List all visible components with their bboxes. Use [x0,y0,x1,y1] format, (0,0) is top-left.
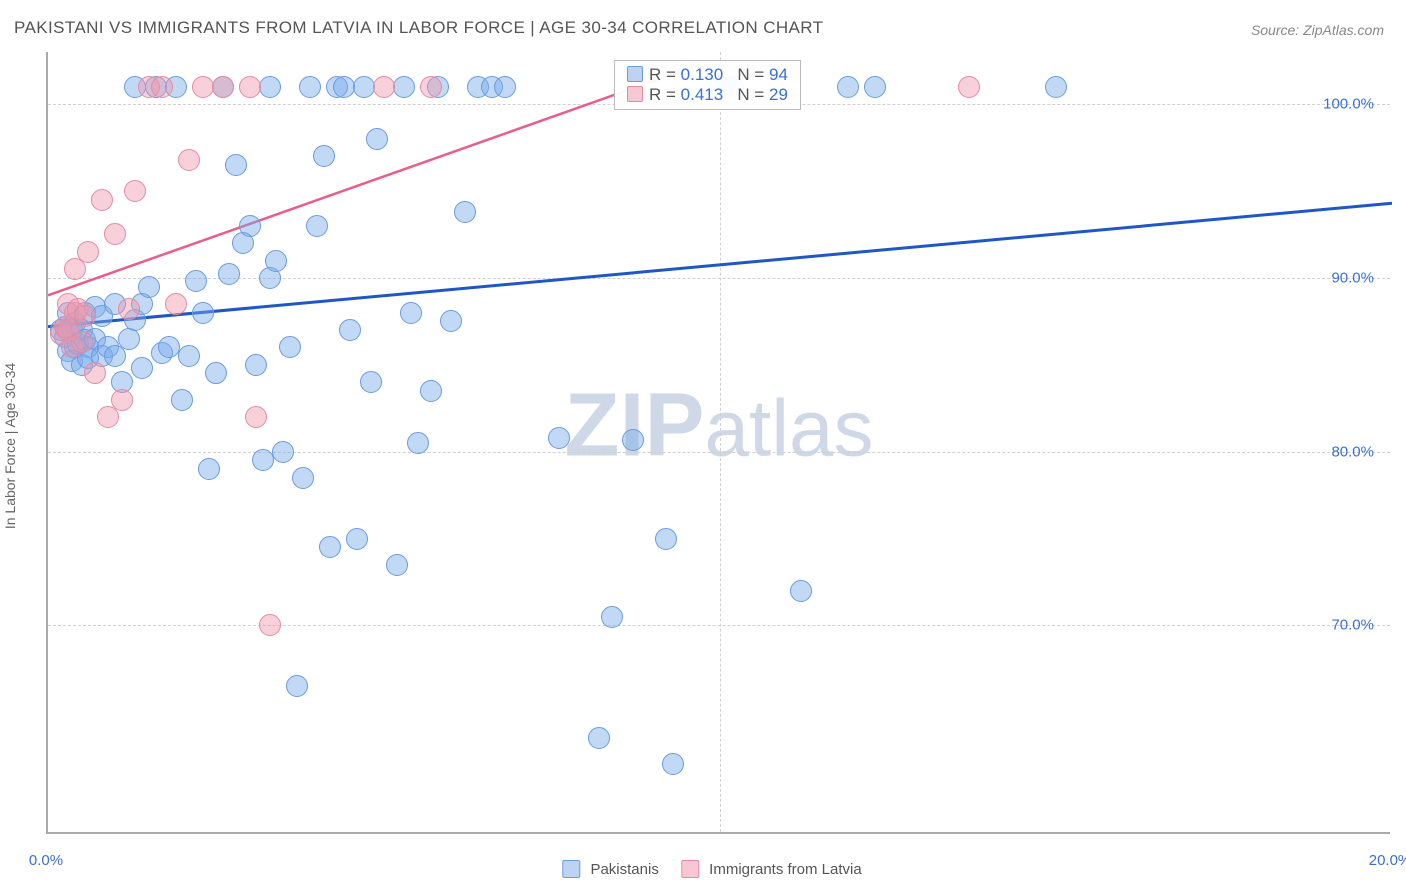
data-point [118,298,140,320]
data-point [313,145,335,167]
data-point [118,328,140,350]
data-point [339,319,361,341]
data-point [420,380,442,402]
watermark: ZIPatlas [565,375,874,478]
data-point [178,149,200,171]
data-point [151,76,173,98]
data-point [239,76,261,98]
data-point [245,354,267,376]
data-point [104,223,126,245]
data-point [662,753,684,775]
correlation-row: R = 0.130 N = 94 [627,65,788,85]
gridline-h [48,625,1390,626]
correlation-row: R = 0.413 N = 29 [627,85,788,105]
data-point [286,675,308,697]
gridline-h [48,278,1390,279]
data-point [790,580,812,602]
data-point [655,528,677,550]
data-point [601,606,623,628]
x-tick-label: 0.0% [29,852,63,869]
data-point [306,215,328,237]
data-point [131,357,153,379]
scatter-chart: ZIPatlas 70.0% 80.0% 90.0% 100.0% R = 0.130 … [46,52,1390,834]
data-point [185,270,207,292]
data-point [165,293,187,315]
data-point [548,427,570,449]
data-point [837,76,859,98]
data-point [138,276,160,298]
data-point [440,310,462,332]
data-point [205,362,227,384]
x-tick-label: 20.0% [1369,852,1406,869]
data-point [71,331,93,353]
source-attribution: Source: ZipAtlas.com [1251,22,1384,38]
data-point [400,302,422,324]
data-point [588,727,610,749]
data-point [346,528,368,550]
data-point [178,345,200,367]
data-point [259,76,281,98]
y-tick-label: 80.0% [1331,443,1374,460]
data-point [279,336,301,358]
y-axis-label: In Labor Force | Age 30-34 [2,363,18,529]
data-point [74,305,96,327]
data-point [111,389,133,411]
legend: Pakistanis Immigrants from Latvia [544,860,861,878]
data-point [360,371,382,393]
data-point [622,429,644,451]
data-point [353,76,375,98]
data-point [1045,76,1067,98]
data-point [299,76,321,98]
data-point [265,250,287,272]
data-point [373,76,395,98]
data-point [958,76,980,98]
data-point [225,154,247,176]
data-point [171,389,193,411]
data-point [259,614,281,636]
data-point [245,406,267,428]
data-point [91,189,113,211]
data-point [864,76,886,98]
data-point [77,241,99,263]
data-point [333,76,355,98]
data-point [198,458,220,480]
gridline-v [720,52,721,832]
data-point [84,362,106,384]
data-point [292,467,314,489]
chart-title: PAKISTANI VS IMMIGRANTS FROM LATVIA IN L… [14,18,823,38]
data-point [192,76,214,98]
data-point [272,441,294,463]
data-point [366,128,388,150]
y-tick-label: 70.0% [1331,617,1374,634]
legend-swatch-pakistanis [562,860,580,878]
data-point [454,201,476,223]
data-point [158,336,180,358]
data-point [386,554,408,576]
legend-label-pakistanis: Pakistanis [590,861,658,878]
data-point [239,215,261,237]
data-point [218,263,240,285]
data-point [252,449,274,471]
y-tick-label: 90.0% [1331,269,1374,286]
correlation-box: R = 0.130 N = 94R = 0.413 N = 29 [614,60,801,110]
data-point [494,76,516,98]
data-point [212,76,234,98]
data-point [407,432,429,454]
y-tick-label: 100.0% [1323,96,1374,113]
data-point [319,536,341,558]
gridline-h [48,452,1390,453]
legend-label-latvia: Immigrants from Latvia [709,861,862,878]
data-point [393,76,415,98]
legend-swatch-latvia [681,860,699,878]
data-point [124,180,146,202]
data-point [420,76,442,98]
data-point [192,302,214,324]
